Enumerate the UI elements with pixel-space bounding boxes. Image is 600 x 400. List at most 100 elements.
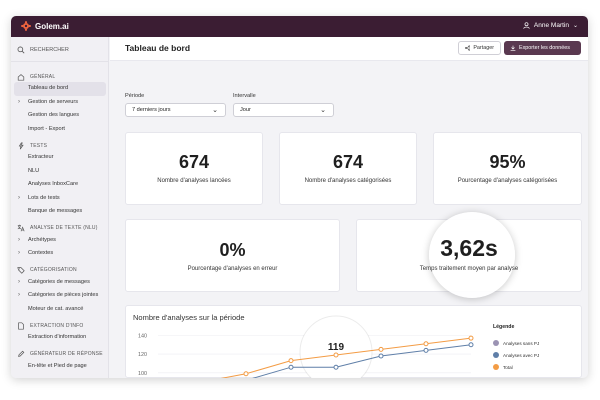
legend-item[interactable]: Analyses avec PJ — [493, 349, 539, 361]
sidebar-item-label: Gestion de serveurs — [28, 98, 79, 105]
sidebar-section-2: ANALYSE DE TEXTE (NLU) — [11, 223, 109, 234]
sidebar-item[interactable]: Tableau de bord — [14, 82, 106, 96]
user-menu[interactable]: Anne Martin ⌄ — [523, 22, 578, 29]
app-window: Golem.ai Anne Martin ⌄ RECHERCHER GÉNÉRA… — [11, 16, 588, 378]
chart-card: Nombre d'analyses sur la période 100 120 1… — [125, 305, 582, 378]
kpi-card-analyses-categorized: 674 Nombre d'analyses catégorisées — [279, 132, 417, 205]
chevron-right-icon: › — [18, 278, 20, 285]
sidebar-item[interactable]: Analyses InboxCare — [11, 178, 109, 192]
data-point[interactable] — [423, 341, 429, 347]
data-point[interactable] — [288, 364, 294, 370]
kpi-label: Nombre d'analyses catégorisées — [304, 178, 392, 184]
sidebar-item[interactable]: En-tête et Pied de page — [11, 360, 109, 374]
golem-logo-icon — [21, 21, 31, 31]
sidebar: RECHERCHER GÉNÉRAL Tableau de bord › Gestio… — [11, 37, 109, 378]
sidebar-section-5: GÉNÉRATEUR DE RÉPONSE — [11, 349, 109, 360]
kpi-card-analyses-launched: 674 Nombre d'analyses lancées — [125, 132, 263, 205]
sidebar-section-title: GÉNÉRATEUR DE RÉPONSE — [30, 351, 103, 357]
export-button[interactable]: Exporter les données — [504, 41, 581, 55]
legend-title: Légende — [493, 324, 515, 330]
flask-icon — [18, 141, 24, 149]
y-tick-label: 100 — [138, 371, 147, 377]
data-point[interactable] — [378, 346, 384, 352]
chevron-down-icon: ⌄ — [572, 23, 578, 29]
share-label: Partager — [473, 45, 494, 51]
sidebar-item-label: Lots de tests — [28, 194, 60, 201]
legend-label: Analyses avec PJ — [503, 352, 540, 358]
kpi-label: Temps traitement moyen par analyse — [419, 266, 519, 272]
sidebar-item[interactable]: NLU — [11, 165, 109, 179]
chevron-down-icon: ⌄ — [320, 107, 326, 114]
data-point[interactable] — [243, 371, 249, 377]
translate-icon — [17, 224, 25, 232]
chevron-right-icon: › — [18, 236, 20, 243]
period-value: 7 derniers jours — [132, 107, 171, 113]
y-tick-label: 120 — [138, 352, 147, 358]
sidebar-item-label: Analyses InboxCare — [28, 181, 79, 187]
sidebar-item-label: Tableau de bord — [28, 85, 69, 91]
data-point[interactable] — [423, 347, 429, 353]
share-button[interactable]: Partager — [458, 41, 501, 55]
period-select[interactable]: 7 derniers jours ⌄ — [125, 103, 226, 117]
data-point[interactable] — [333, 352, 339, 358]
search-label: RECHERCHER — [30, 47, 69, 53]
chevron-right-icon: › — [18, 250, 20, 256]
chart-title: Nombre d'analyses sur la période — [133, 313, 245, 322]
sidebar-item-label: Moteur de cat. avancé — [28, 305, 84, 312]
sidebar-item[interactable]: › Archétypes — [11, 234, 109, 248]
data-point[interactable] — [378, 353, 384, 359]
chart-legend: Légende Analyses sans PJ Analyses avec P… — [493, 324, 539, 373]
period-label: Période — [125, 93, 145, 99]
sidebar-item[interactable]: › Catégories de messages — [11, 276, 109, 290]
zoom-lens — [429, 212, 515, 298]
chevron-right-icon: › — [18, 292, 20, 298]
top-bar: Golem.ai Anne Martin ⌄ — [11, 16, 588, 37]
sidebar-item-label: Catégories de pièces jointes — [28, 292, 99, 298]
share-icon — [465, 45, 471, 51]
chevron-right-icon: › — [18, 194, 20, 201]
sidebar-section-title: TESTS — [30, 142, 48, 149]
kpi-card-categorized-percent: 95% Pourcentage d'analyses catégorisées — [433, 132, 582, 205]
sidebar-item[interactable]: Import - Export — [11, 123, 109, 137]
user-name: Anne Martin — [533, 22, 569, 29]
export-label: Exporter les données — [519, 45, 570, 51]
home-icon — [17, 73, 25, 81]
brand[interactable]: Golem.ai — [21, 21, 69, 31]
legend-item[interactable]: Analyses sans PJ — [493, 337, 539, 349]
data-point[interactable] — [333, 364, 339, 370]
sidebar-item[interactable]: › Lots de tests — [11, 192, 109, 206]
sidebar-item[interactable]: Gestion des langues — [11, 109, 109, 123]
sidebar-item[interactable]: Banque de messages — [11, 205, 109, 219]
legend-label: Total — [503, 364, 513, 370]
sidebar-item-label: NLU — [28, 167, 40, 174]
data-point[interactable] — [468, 335, 474, 341]
kpi-value: 95% — [489, 152, 526, 172]
sidebar-item[interactable]: Moteur de cat. avancé — [11, 303, 109, 317]
chevron-right-icon: › — [18, 98, 20, 105]
sidebar-item[interactable]: › Catégories de pièces jointes — [11, 289, 109, 303]
sidebar-item[interactable]: › Contextes — [11, 247, 109, 261]
sidebar-section-1: TESTS — [11, 140, 109, 151]
data-point[interactable] — [288, 358, 294, 364]
kpi-label: Nombre d'analyses lancées — [157, 178, 231, 184]
sidebar-section-3: CATÉGORISATION — [11, 265, 109, 276]
document-icon — [18, 321, 24, 330]
page-header: Tableau de bord Partager Exporter les do… — [110, 37, 588, 61]
sidebar-section-4: EXTRACTION D'INFO — [11, 320, 109, 331]
kpi-card-avg-time: 3,62s Temps traitement moyen par analyse — [356, 212, 582, 298]
kpi-value: 0% — [219, 240, 246, 260]
sidebar-section-title: ANALYSE DE TEXTE (NLU) — [30, 225, 98, 231]
sidebar-item[interactable]: › Gestion de serveurs — [11, 96, 109, 110]
pencil-icon — [18, 350, 25, 357]
sidebar-item-label: Extraction d'information — [28, 334, 87, 340]
sidebar-nav: GÉNÉRAL Tableau de bord › Gestion de serveu… — [11, 67, 109, 373]
sidebar-item[interactable]: Extracteur — [11, 151, 109, 165]
interval-select[interactable]: Jour ⌄ — [233, 103, 334, 117]
sidebar-item[interactable]: Extraction d'information — [11, 331, 109, 345]
interval-value: Jour — [240, 107, 251, 113]
sidebar-section-title: EXTRACTION D'INFO — [30, 322, 84, 329]
legend-item[interactable]: Total — [493, 361, 539, 373]
data-point[interactable] — [468, 342, 474, 348]
legend-swatch — [493, 364, 499, 370]
sidebar-search[interactable]: RECHERCHER — [17, 43, 69, 57]
